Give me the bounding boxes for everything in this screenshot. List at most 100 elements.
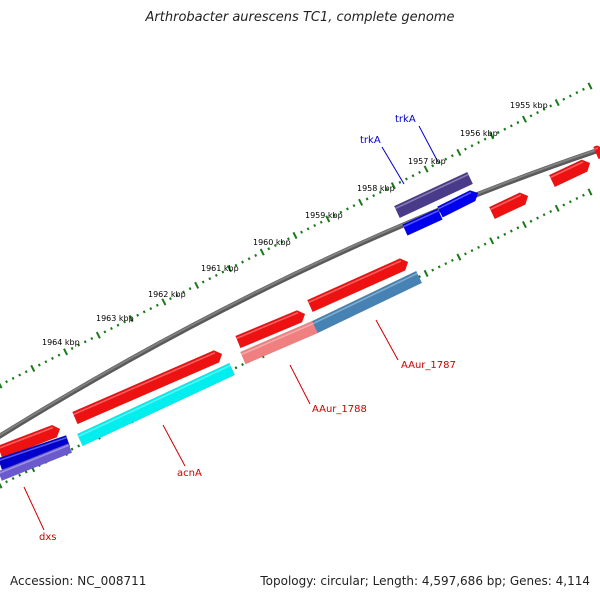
inner-tick-mark (587, 188, 593, 196)
outer-tick-mark (103, 330, 107, 334)
inner-tick-mark (18, 473, 22, 477)
inner-tick-mark (24, 470, 28, 474)
gene-feature-highlight (0, 426, 54, 449)
outer-tick-mark (358, 198, 364, 206)
gene-feature-highlight (312, 272, 418, 325)
outer-tick-mark (142, 310, 146, 314)
inner-tick-mark (536, 216, 539, 220)
outer-tick-mark (77, 343, 81, 347)
outer-tick-mark (175, 293, 179, 297)
outer-tick-mark (280, 240, 284, 244)
outer-tick-mark (536, 111, 539, 115)
outer-tick-mark (188, 287, 192, 291)
gene-feature-highlight (403, 210, 439, 228)
outer-tick-mark (149, 307, 153, 311)
gene-label: AAur_1787 (401, 360, 456, 371)
outer-tick-mark (483, 137, 487, 141)
gene-feature-2 (235, 310, 306, 349)
scale-tick-label: 1958 kbp (357, 184, 395, 193)
outer-tick-mark (63, 348, 69, 356)
inner-tick-mark (477, 245, 480, 249)
tick-labels: 1955 kbp 1956 kbp 1957 kbp 1958 kbp 1959 kbp… (42, 101, 548, 347)
inner-tick-mark (542, 213, 546, 217)
outer-tick-mark (24, 370, 28, 374)
gene-feature-highlight (438, 191, 472, 210)
gene-label: acnA (177, 468, 202, 479)
outer-tick-mark (582, 87, 585, 91)
outer-tick-mark (11, 376, 15, 380)
backbone-highlight (0, 147, 600, 437)
scale-ticks (0, 82, 593, 489)
outer-tick-mark (57, 353, 61, 357)
outer-tick-mark (437, 160, 441, 164)
gene-feature-highlight (395, 173, 469, 210)
outer-tick-mark (0, 382, 3, 389)
genome-summary-text: Topology: circular; Length: 4,597,686 bp… (260, 574, 590, 588)
outer-tick-mark (226, 265, 232, 273)
inner-tick-mark (450, 258, 454, 262)
outer-tick-mark (496, 130, 500, 135)
outer-tick-mark (385, 187, 389, 191)
gene-label-leader (289, 364, 311, 405)
outer-tick-mark (128, 314, 134, 323)
scale-tick-label: 1961 kbp (201, 264, 239, 273)
gene-label-leader (375, 319, 399, 361)
outer-tick-mark (161, 298, 167, 306)
gene-feature-highlight (236, 312, 299, 340)
outer-tick-mark (123, 320, 126, 324)
outer-tick-mark (30, 364, 36, 372)
outer-tick-mark (444, 157, 448, 161)
scale-tick-label: 1963 kbp (96, 314, 134, 323)
outer-tick-mark (300, 230, 303, 234)
inner-tick-mark (456, 253, 462, 261)
gene-feature-highlight (78, 364, 231, 438)
map-title: Arthrobacter aurescens TC1, complete gen… (145, 10, 455, 25)
inner-tick-mark (444, 262, 448, 266)
outer-tick-mark (411, 174, 415, 178)
outer-tick-mark (339, 210, 343, 214)
gene-features (0, 145, 600, 481)
outer-tick-mark (568, 94, 572, 98)
gene-feature-12 (240, 320, 318, 365)
inner-tick-mark (568, 200, 572, 204)
outer-tick-mark (136, 313, 140, 317)
gene-feature-10 (436, 190, 479, 218)
outer-tick-mark (372, 194, 376, 198)
outer-tick-mark (418, 170, 421, 174)
outer-tick-mark (234, 263, 238, 267)
inner-tick-mark (464, 252, 467, 256)
gene-label: AAur_1788 (312, 404, 367, 415)
inner-tick-mark (509, 229, 513, 233)
outer-tick-mark (70, 346, 74, 350)
outer-tick-mark (221, 270, 225, 274)
inner-tick-mark (437, 265, 441, 269)
outer-tick-mark (516, 121, 520, 125)
outer-tick-mark (306, 227, 310, 231)
gene-feature-highlight (73, 352, 216, 416)
inner-tick-mark (470, 249, 474, 253)
outer-tick-mark (542, 107, 546, 111)
outer-tick-mark (208, 277, 212, 281)
outer-tick-mark (325, 215, 331, 223)
outer-tick-mark (95, 331, 101, 339)
outer-tick-mark (423, 165, 429, 173)
outer-tick-mark (464, 147, 467, 151)
outer-tick-mark (554, 99, 560, 107)
inner-tick-mark (554, 204, 560, 212)
inner-tick-mark (234, 366, 238, 370)
outer-tick-mark (18, 373, 22, 377)
outer-tick-mark (83, 340, 87, 344)
gene-feature-highlight (594, 147, 599, 151)
outer-tick-mark (450, 154, 454, 158)
scale-tick-label: 1957 kbp (408, 157, 446, 166)
inner-tick-mark (529, 219, 533, 223)
scale-tick-label: 1955 kbp (510, 101, 548, 110)
inner-tick-mark (549, 210, 553, 214)
inner-tick-mark (483, 242, 487, 246)
outer-tick-mark (214, 273, 218, 277)
inner-tick-mark (77, 444, 81, 448)
outer-tick-mark (90, 336, 94, 341)
inner-tick-mark (423, 269, 429, 277)
outer-tick-mark (562, 97, 566, 101)
